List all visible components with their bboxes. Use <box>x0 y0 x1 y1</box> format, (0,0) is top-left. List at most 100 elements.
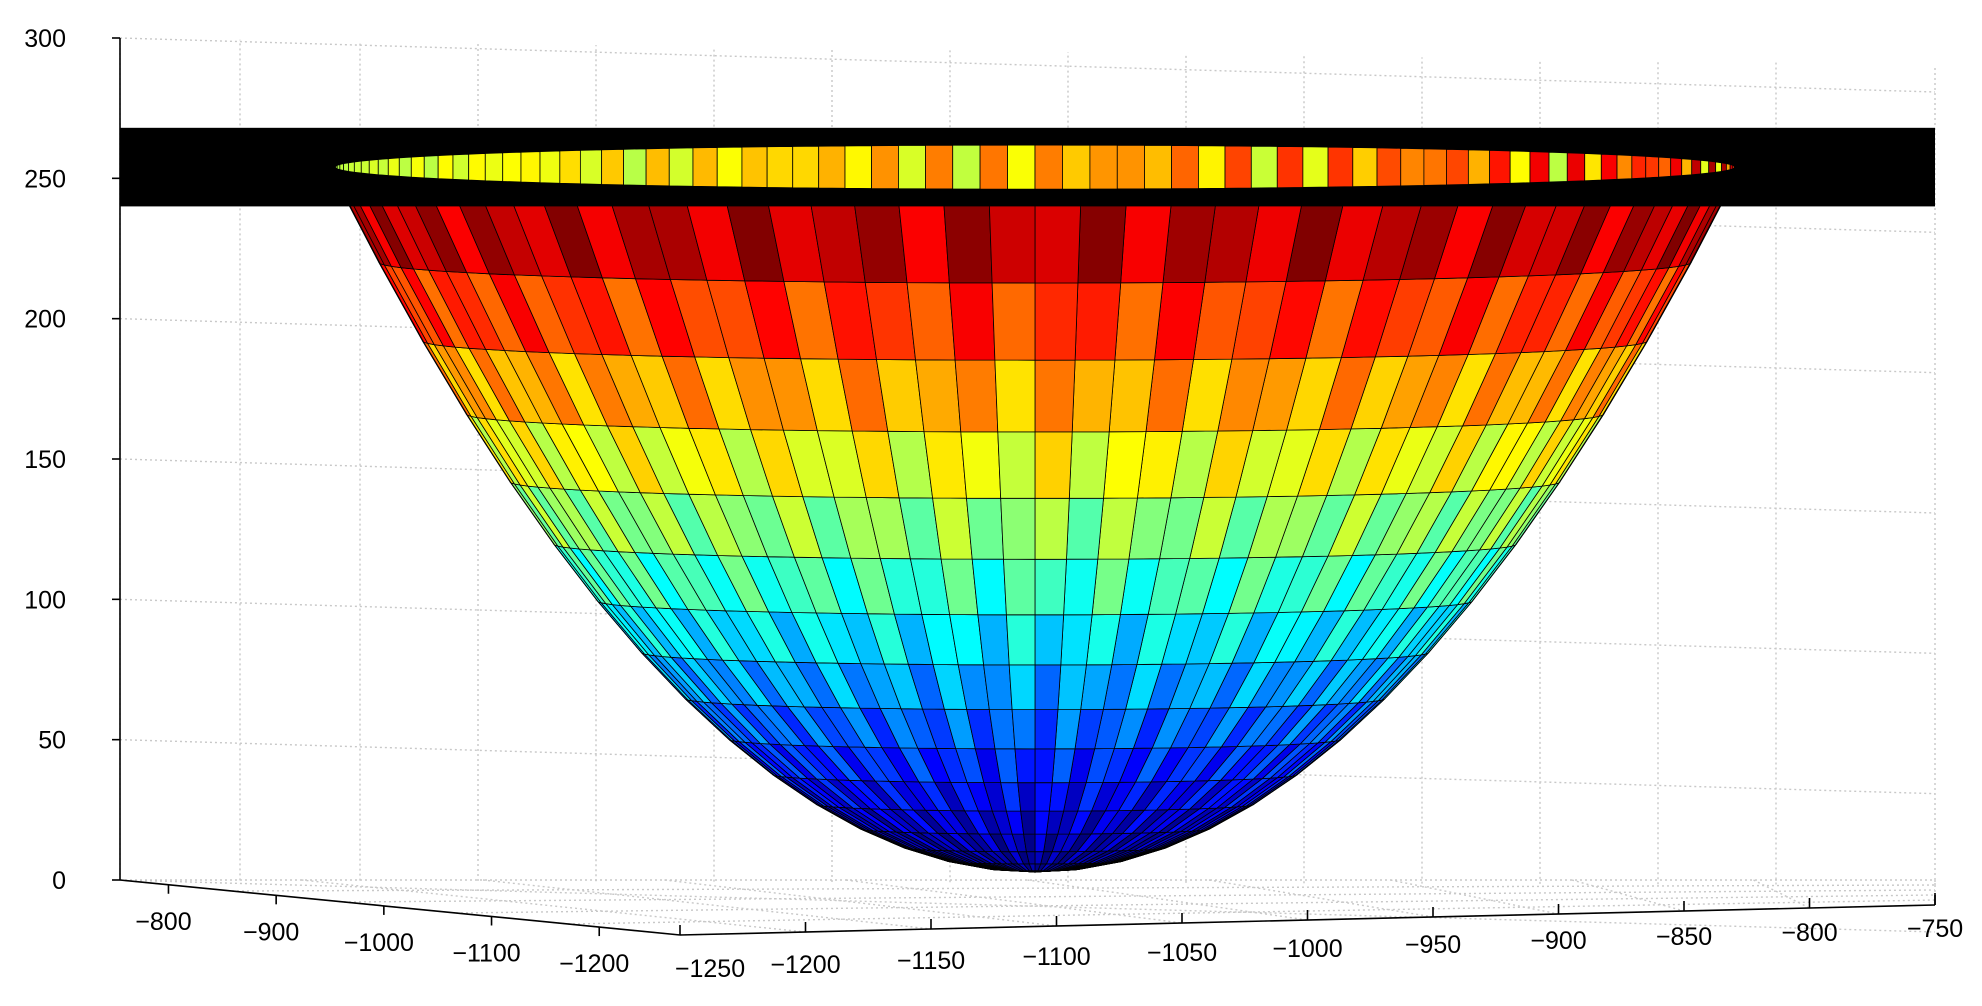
z-tick-label: 150 <box>24 446 66 474</box>
rim-opening-facet <box>1708 160 1717 174</box>
rim-opening-facet <box>1423 148 1447 186</box>
surface-facet <box>1034 431 1073 499</box>
surface-facet <box>994 359 1036 433</box>
rim-opening-facet <box>1670 157 1683 177</box>
floor-grid-line <box>1753 879 1810 909</box>
surface-facet <box>960 431 1002 499</box>
rim-opening-facet <box>579 149 603 185</box>
rim-opening-facet <box>339 163 345 172</box>
rim-opening-facet <box>1034 144 1063 190</box>
front-axis-tick-label: −1150 <box>897 947 965 975</box>
rim-opening-facet <box>377 158 389 176</box>
rim-opening-facet <box>1529 151 1550 184</box>
front-axis-tick-label: −1100 <box>1022 943 1090 971</box>
surface-facet <box>943 199 993 284</box>
rim-opening-facet <box>520 151 541 184</box>
rim-opening-facet <box>343 162 349 172</box>
rim-opening-facet <box>539 150 561 184</box>
left-axis-tick-label: −1200 <box>559 950 629 978</box>
rim-opening-facet <box>1631 155 1647 180</box>
surface-facet <box>1005 614 1036 666</box>
rim-opening-facet <box>741 146 768 188</box>
rim-opening-facet <box>1658 156 1672 178</box>
surface-facet <box>977 614 1010 666</box>
rim-opening-facet <box>1144 144 1172 190</box>
rim-opening-facet <box>1566 152 1586 182</box>
surface-facet <box>966 497 1004 560</box>
left-axis-tick-label: −1100 <box>452 939 520 967</box>
rim-opening-facet <box>1250 145 1278 189</box>
rim-opening-facet <box>360 159 370 175</box>
rim-opening-facet <box>1467 149 1491 185</box>
left-axis-tick-label: −900 <box>243 918 299 946</box>
floor-grid-line <box>455 894 1936 914</box>
surface-facet <box>971 558 1007 616</box>
rim-opening-facet <box>368 159 379 176</box>
rim-opening-facet <box>1376 147 1402 187</box>
rim-opening-facet <box>423 155 439 180</box>
z-tick-label: 200 <box>24 306 66 334</box>
surface-facet <box>1000 497 1036 560</box>
bowl-surface <box>120 127 1935 874</box>
surface-facet <box>1063 558 1099 616</box>
surface-facet <box>1034 497 1070 560</box>
rim-opening-facet <box>387 157 400 177</box>
z-tick-label: 50 <box>38 727 66 755</box>
rim-opening-facet <box>437 154 454 180</box>
surface-facet <box>997 431 1036 499</box>
surface-facet <box>1034 359 1076 433</box>
rim-opening-facet <box>1116 144 1145 190</box>
floor-grid-line <box>231 884 1936 892</box>
rim-opening-facet <box>623 148 647 186</box>
surface-facet <box>1008 664 1036 710</box>
front-axis-tick-label: −1250 <box>675 955 745 983</box>
rim-opening-facet <box>452 153 470 181</box>
surface-facet <box>1034 199 1082 284</box>
rim-opening-facet <box>844 145 872 189</box>
surface-facet <box>1034 282 1079 361</box>
rim-opening-facet <box>336 163 341 171</box>
front-axis-tick-label: −1200 <box>770 951 840 979</box>
surface-facet <box>1120 199 1173 284</box>
tick-labels: 0 50 100 150 200 250 300 −800 −900 −1000 −1100 −120… <box>24 25 1963 983</box>
rim-opening-facet <box>668 147 694 187</box>
rim-opening-facet <box>792 145 820 189</box>
surface-facet <box>1003 558 1036 616</box>
rim-opening-facet <box>1725 163 1731 172</box>
surface-facet <box>1034 748 1056 784</box>
rim-opening-facet <box>1171 145 1199 190</box>
rim-opening-facet <box>1645 155 1660 179</box>
rim-opening-facet <box>502 151 522 183</box>
rim-opening-facet <box>1691 159 1702 176</box>
rim-opening-facet <box>1446 148 1469 186</box>
front-axis-tick-label: −1000 <box>1272 935 1342 963</box>
rim-opening-facet <box>979 144 1008 190</box>
rim-opening-facet <box>898 144 926 190</box>
floor-grid-line <box>1027 879 1308 921</box>
rim-opening-facet <box>645 147 670 187</box>
floor-grid-line <box>1208 879 1434 918</box>
grid-line-horizontal <box>119 37 1936 93</box>
surface-facet <box>1071 359 1116 433</box>
rim-opening-facet <box>1616 154 1633 180</box>
surface-facet <box>1034 709 1059 750</box>
rim-opening-facet <box>1352 147 1378 188</box>
floor-grid-line <box>664 879 1057 927</box>
rim-opening-facet <box>952 144 981 190</box>
rim-opening-facet <box>1198 145 1226 189</box>
rim-opening-facet <box>398 156 412 178</box>
rim-opening-facet <box>468 153 486 182</box>
rim-opening-facet <box>1681 158 1693 176</box>
floor-grid-line <box>845 879 1183 924</box>
surface-facet <box>948 282 996 361</box>
rim-opening-facet <box>1224 145 1252 189</box>
front-axis-tick-label: −950 <box>1405 931 1461 959</box>
rim-opening-facet <box>1089 144 1118 190</box>
left-axis-tick-label: −1000 <box>344 929 414 957</box>
rim-opening-facet <box>559 149 581 185</box>
surface-facet <box>1017 782 1036 812</box>
surface-facet <box>1034 782 1053 812</box>
surface-facet <box>1014 748 1036 784</box>
front-axis-tick-label: −1050 <box>1147 939 1217 967</box>
